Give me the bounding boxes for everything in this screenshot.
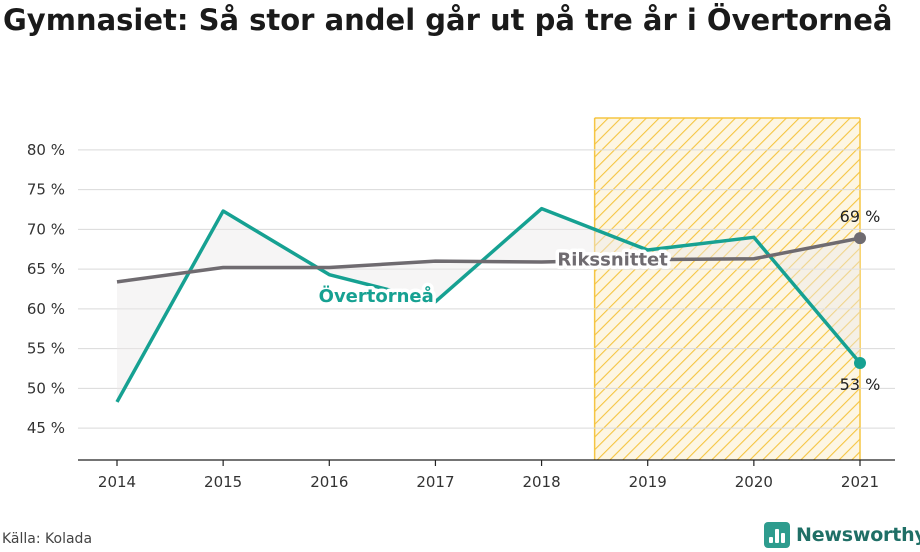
y-tick-label: 60 % <box>27 300 65 318</box>
x-tick-label: 2014 <box>98 473 136 491</box>
source-note: Källa: Kolada <box>2 531 93 547</box>
y-tick-label: 45 % <box>27 419 65 437</box>
chart-title: Gymnasiet: Så stor andel går ut på tre å… <box>3 3 893 37</box>
series-label-overtornea: Övertorneå <box>319 285 434 307</box>
series-label-rikssnittet-halo: Rikssnittet <box>557 250 668 271</box>
highlight-region <box>594 118 860 460</box>
y-tick-label: 55 % <box>27 340 65 358</box>
y-tick-label: 80 % <box>27 141 65 159</box>
end-value-label: 69 % <box>840 207 881 226</box>
difference-area <box>117 208 860 402</box>
brand-logo: Newsworthy <box>764 520 920 550</box>
series-line-rikssnittet <box>116 236 861 284</box>
series-label-overtornea-halo: Övertorneå <box>319 285 434 307</box>
y-tick-label: 75 % <box>27 181 65 199</box>
x-tick-label: 2015 <box>204 473 242 491</box>
x-tick-label: 2019 <box>629 473 667 491</box>
x-tick-label: 2016 <box>310 473 348 491</box>
y-tick-label: 50 % <box>27 379 65 397</box>
series-label-rikssnittet: Rikssnittet <box>557 250 668 271</box>
end-marker <box>854 232 866 245</box>
brand-name: Newsworthy <box>796 524 920 546</box>
x-tick-label: 2021 <box>841 473 879 491</box>
end-value-label: 53 % <box>840 375 881 394</box>
x-tick-label: 2017 <box>416 473 454 491</box>
end-marker <box>854 356 866 369</box>
series-line-overtornea <box>115 206 862 403</box>
x-tick-label: 2018 <box>522 473 560 491</box>
x-tick-label: 2020 <box>735 473 773 491</box>
y-tick-label: 65 % <box>27 260 65 278</box>
y-tick-label: 70 % <box>27 220 65 238</box>
bar-chart-icon <box>764 522 790 548</box>
